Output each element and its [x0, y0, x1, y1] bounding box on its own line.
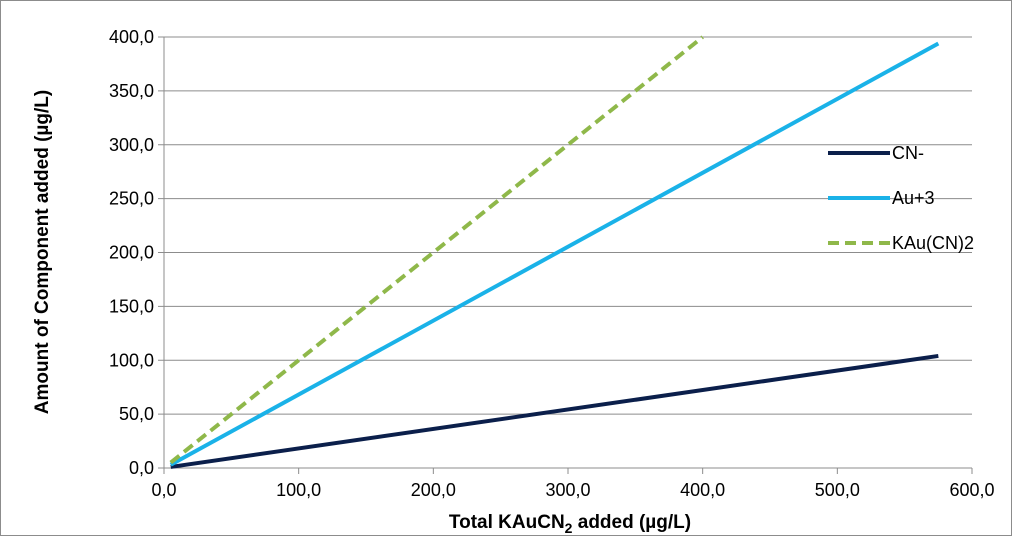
x-axis-title-main: Total KAuCN: [449, 512, 565, 533]
legend-label-1: Au+3: [892, 188, 935, 208]
x-tick-label-1: 100,0: [276, 480, 321, 500]
x-axis-title: Total KAuCN2 added (µg/L): [449, 512, 691, 536]
legend-label-0: CN-: [892, 143, 924, 163]
series-line-1: [169, 41, 940, 467]
y-tick-label-6: 300,0: [109, 135, 154, 155]
series-line-0: [170, 353, 939, 469]
x-tick-label-4: 400,0: [680, 480, 725, 500]
y-tick-labels: 0,0 50,0 100,0 150,0 200,0 250,0 300,0 350,0 400…: [109, 27, 154, 478]
series-line-2: [169, 35, 704, 465]
x-axis-title-rest: added (µg/L): [572, 512, 691, 533]
y-tick-label-8: 400,0: [109, 27, 154, 47]
y-tick-label-2: 100,0: [109, 350, 154, 370]
y-tick-label-5: 250,0: [109, 189, 154, 209]
legend: CN- Au+3 KAu(CN)2: [828, 143, 974, 253]
x-tick-label-6: 600,0: [949, 480, 994, 500]
y-axis-title: Amount of Component added (µg/L): [32, 90, 53, 414]
y-tick-label-7: 350,0: [109, 81, 154, 101]
x-tick-label-3: 300,0: [545, 480, 590, 500]
y-tick-label-3: 150,0: [109, 296, 154, 316]
legend-label-2: KAu(CN)2: [892, 233, 974, 253]
x-tick-label-2: 200,0: [411, 480, 456, 500]
y-tick-label-0: 0,0: [129, 458, 154, 478]
x-tick-labels: 0,0 100,0 200,0 300,0 400,0 500,0 600,0: [151, 480, 994, 500]
x-tick-label-5: 500,0: [815, 480, 860, 500]
axes: [158, 36, 973, 474]
x-tick-label-0: 0,0: [151, 480, 176, 500]
y-tick-label-4: 200,0: [109, 243, 154, 263]
y-tick-label-1: 50,0: [119, 404, 154, 424]
x-axis-title-subscript: 2: [565, 520, 573, 536]
series-lines: [169, 35, 940, 469]
